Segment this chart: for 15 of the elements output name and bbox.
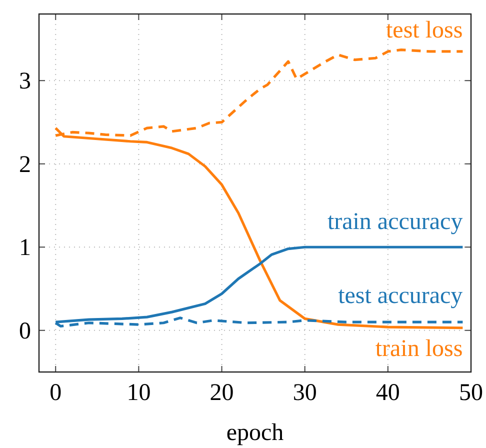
x-tick-label: 10: [126, 380, 151, 406]
x-tick-label: 30: [292, 380, 317, 406]
y-tick-label: 1: [19, 235, 31, 262]
x-tick-label: 20: [210, 380, 234, 406]
x-tick-label: 0: [50, 380, 62, 406]
y-tick-label: 3: [19, 68, 31, 95]
series-label: test accuracy: [338, 283, 463, 310]
series-label: test loss: [386, 17, 463, 44]
y-tick-label: 0: [19, 318, 31, 344]
x-tick-label: 40: [376, 380, 400, 406]
series-label: train loss: [375, 336, 463, 362]
x-tick-label: 50: [459, 380, 483, 406]
y-tick-label: 2: [19, 152, 31, 178]
series-label: train accuracy: [327, 209, 463, 236]
x-axis-title: epoch: [226, 420, 284, 446]
